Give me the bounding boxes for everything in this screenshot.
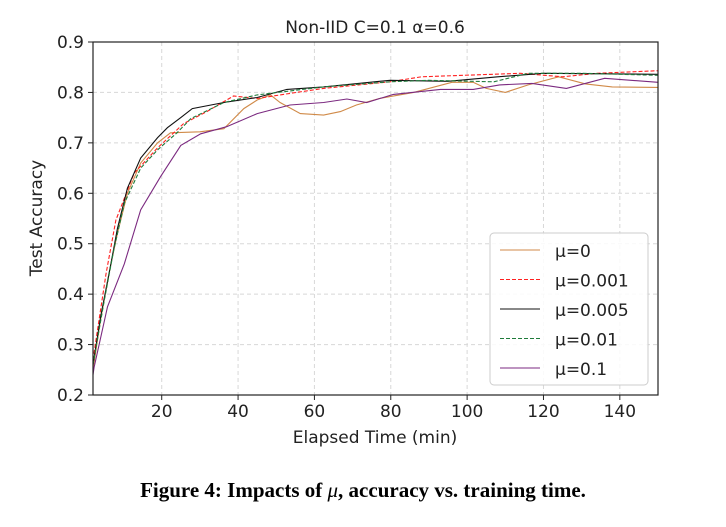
x-tick-label: 20 — [151, 402, 173, 422]
x-tick-label: 140 — [604, 402, 636, 422]
y-tick-label: 0.2 — [57, 386, 84, 406]
caption-suffix: , accuracy vs. training time. — [338, 478, 586, 502]
legend-label: μ=0 — [555, 242, 591, 262]
figure-caption: Figure 4: Impacts of μ, accuracy vs. tra… — [0, 478, 726, 503]
legend-label: μ=0.01 — [555, 331, 618, 351]
y-axis-label: Test Accuracy — [27, 160, 47, 278]
series-line — [92, 76, 659, 370]
x-tick-label: 60 — [304, 402, 326, 422]
y-tick-label: 0.3 — [57, 336, 84, 356]
plot-frame — [92, 41, 659, 396]
legend-label: μ=0.005 — [555, 301, 629, 321]
x-tick-label: 40 — [227, 402, 249, 422]
y-tick-label: 0.6 — [57, 184, 84, 204]
legend: μ=0 μ=0.001 μ=0.005 μ=0.01 μ=0.1 — [489, 232, 649, 386]
x-tick-label: 120 — [527, 402, 559, 422]
legend-label: μ=0.1 — [555, 360, 607, 380]
chart-title: Non-IID C=0.1 α=0.6 — [285, 18, 465, 38]
y-tick-label: 0.7 — [57, 134, 84, 154]
legend-label: μ=0.001 — [555, 272, 629, 292]
series-line — [92, 72, 659, 365]
y-tick-label: 0.8 — [57, 83, 84, 103]
y-tick-label: 0.4 — [57, 285, 84, 305]
x-tick-label: 80 — [380, 402, 402, 422]
caption-symbol: μ — [327, 478, 339, 502]
series-line — [92, 77, 659, 375]
y-tick-label: 0.9 — [57, 33, 84, 53]
x-axis-label: Elapsed Time (min) — [293, 428, 458, 448]
y-tick-label: 0.5 — [57, 235, 84, 255]
caption-prefix: Figure 4: Impacts of — [140, 478, 328, 502]
line-chart: 20 40 60 80 100 120 140 0.2 0.3 0.4 0.5 0.6 0.7 0.8 0.… — [27, 18, 659, 448]
x-tick-label: 100 — [451, 402, 483, 422]
